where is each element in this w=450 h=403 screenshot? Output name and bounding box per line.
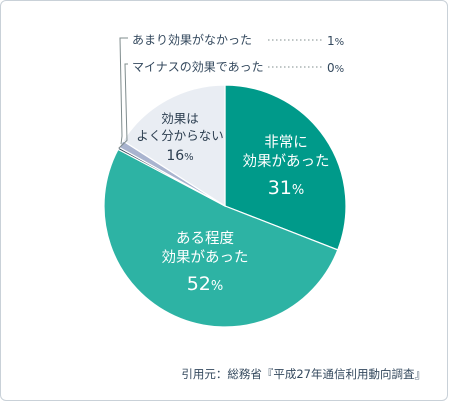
slice-label: よく分からない (136, 128, 224, 143)
callout-label: マイナスの効果であった (132, 59, 264, 74)
leader-line (119, 37, 128, 145)
slice-label: 効果があった (243, 153, 330, 170)
slice-percent: 31% (268, 177, 305, 199)
source-citation: 引用元：総務省『平成27年通信利用動向調査』 (181, 367, 426, 381)
callout-value: 1% (327, 34, 344, 48)
slice-label: 効果は (161, 111, 199, 126)
callout-value: 0% (327, 61, 344, 75)
pie-slice (224, 84, 347, 251)
slice-percent: 16% (166, 148, 193, 164)
pie-slice (122, 84, 226, 208)
slice-percent: 52% (187, 273, 224, 295)
leader-line (118, 63, 128, 149)
slice-label: 非常に (264, 134, 308, 151)
pie-slice (103, 148, 339, 328)
slice-label: ある程度 (176, 230, 234, 247)
callout-label: あまり効果がなかった (132, 32, 252, 47)
slice-label: 効果があった (162, 249, 249, 266)
